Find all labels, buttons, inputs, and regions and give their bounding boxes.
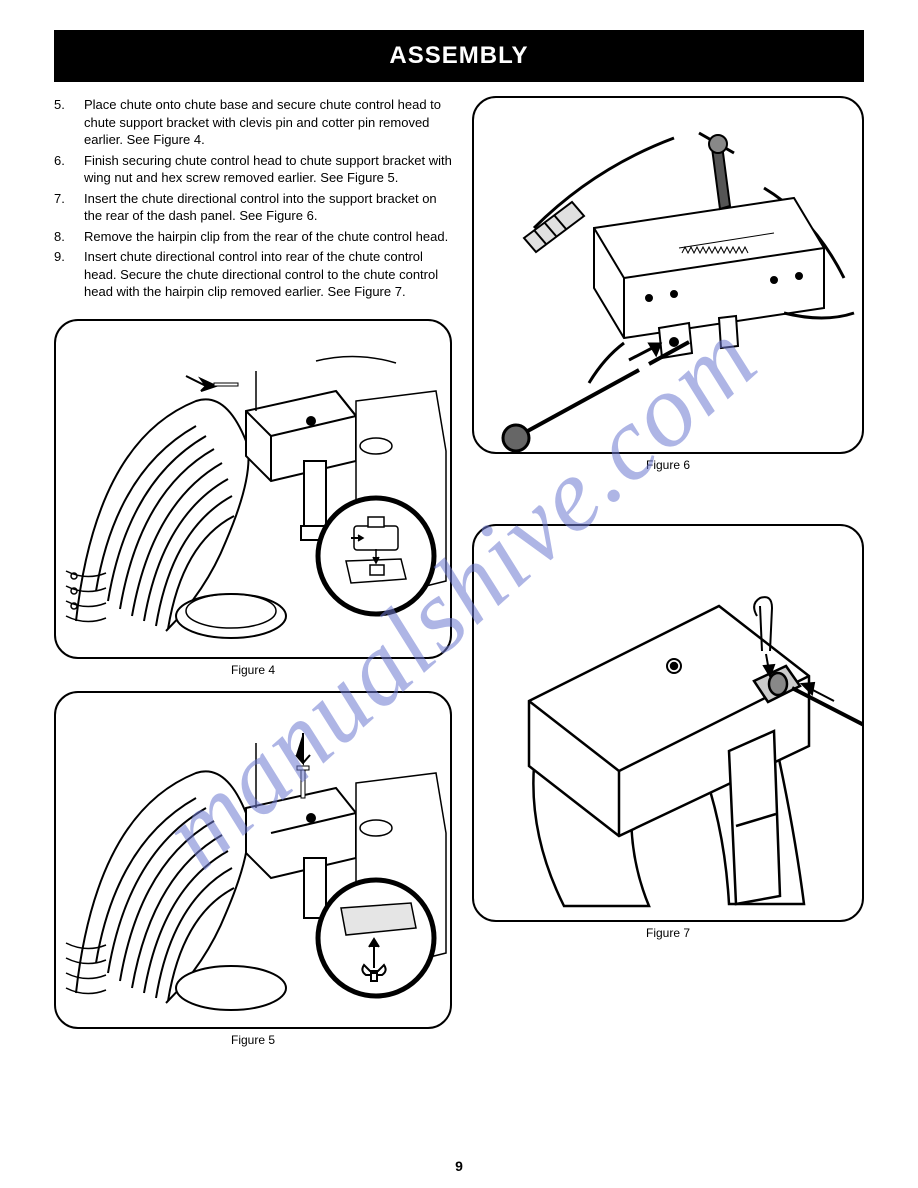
step-text: Finish securing chute control head to ch… — [84, 152, 452, 187]
step-number: 7. — [54, 190, 84, 225]
figure-4-caption: Figure 4 — [54, 663, 452, 677]
content-columns: 5. Place chute onto chute base and secur… — [54, 96, 864, 1061]
page: ASSEMBLY 5. Place chute onto chute base … — [0, 0, 918, 1188]
left-column: 5. Place chute onto chute base and secur… — [54, 96, 452, 1061]
figure-4-illustration — [56, 321, 452, 659]
figure-6-box — [472, 96, 864, 454]
figure-6-caption: Figure 6 — [472, 458, 864, 472]
step-item: 9. Insert chute directional control into… — [54, 248, 452, 301]
assembly-steps: 5. Place chute onto chute base and secur… — [54, 96, 452, 301]
figure-7-caption: Figure 7 — [472, 926, 864, 940]
step-item: 5. Place chute onto chute base and secur… — [54, 96, 452, 149]
figure-5-illustration — [56, 693, 452, 1029]
step-text: Remove the hairpin clip from the rear of… — [84, 228, 452, 246]
section-header: ASSEMBLY — [54, 30, 864, 82]
step-number: 6. — [54, 152, 84, 187]
figure-4-box — [54, 319, 452, 659]
page-number: 9 — [0, 1158, 918, 1174]
right-column: Figure 6 — [472, 96, 864, 1061]
step-text: Place chute onto chute base and secure c… — [84, 96, 452, 149]
figure-7-box — [472, 524, 864, 922]
figure-5-box — [54, 691, 452, 1029]
step-item: 8. Remove the hairpin clip from the rear… — [54, 228, 452, 246]
figure-7-illustration — [474, 526, 864, 922]
step-item: 7. Insert the chute directional control … — [54, 190, 452, 225]
figure-5-caption: Figure 5 — [54, 1033, 452, 1047]
spacer — [472, 486, 864, 524]
section-title: ASSEMBLY — [389, 42, 528, 69]
step-number: 9. — [54, 248, 84, 301]
step-number: 8. — [54, 228, 84, 246]
step-number: 5. — [54, 96, 84, 149]
figure-6-illustration — [474, 98, 864, 454]
step-item: 6. Finish securing chute control head to… — [54, 152, 452, 187]
step-text: Insert the chute directional control int… — [84, 190, 452, 225]
step-text: Insert chute directional control into re… — [84, 248, 452, 301]
